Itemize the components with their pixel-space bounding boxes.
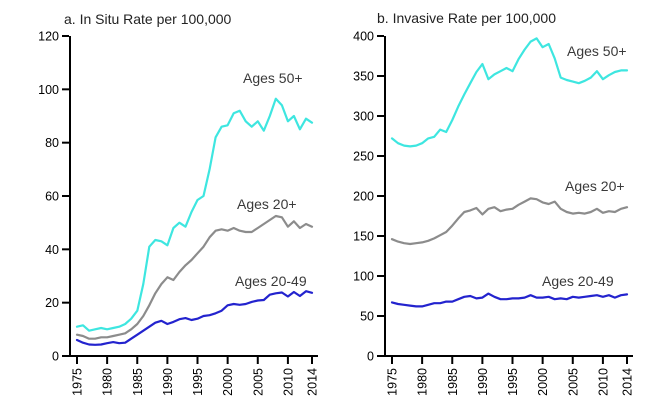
chart-b-label-ages-20plus: Ages 20+ bbox=[565, 178, 625, 194]
svg-text:120: 120 bbox=[38, 30, 59, 44]
chart-b-title: b. Invasive Rate per 100,000 bbox=[377, 10, 557, 26]
svg-text:1995: 1995 bbox=[191, 368, 205, 396]
svg-text:2000: 2000 bbox=[221, 368, 235, 396]
svg-text:1980: 1980 bbox=[101, 368, 115, 396]
svg-text:50: 50 bbox=[360, 310, 374, 324]
svg-text:200: 200 bbox=[353, 190, 374, 204]
svg-text:150: 150 bbox=[353, 230, 374, 244]
chart-b-label-ages-50plus: Ages 50+ bbox=[567, 43, 627, 59]
svg-text:100: 100 bbox=[38, 83, 59, 97]
svg-text:1995: 1995 bbox=[506, 368, 520, 396]
svg-text:60: 60 bbox=[45, 190, 59, 204]
svg-text:1975: 1975 bbox=[386, 368, 400, 396]
svg-text:1985: 1985 bbox=[131, 368, 145, 396]
svg-text:1985: 1985 bbox=[446, 368, 460, 396]
chart-a-in-situ-plot: 0 20 40 60 80 100 120 1975 1980 1985 1990 1995 2000 2… bbox=[38, 30, 320, 396]
svg-text:350: 350 bbox=[353, 70, 374, 84]
svg-text:80: 80 bbox=[45, 136, 59, 150]
svg-text:250: 250 bbox=[353, 150, 374, 164]
svg-text:300: 300 bbox=[353, 110, 374, 124]
svg-text:40: 40 bbox=[45, 243, 59, 257]
chart-b-label-ages-20-49: Ages 20-49 bbox=[542, 273, 614, 289]
svg-text:1990: 1990 bbox=[161, 368, 175, 396]
svg-text:1980: 1980 bbox=[416, 368, 430, 396]
svg-text:2010: 2010 bbox=[281, 368, 295, 396]
chart-b-invasive-plot: 0 50 100 150 200 250 300 350 400 1975 1980 1985 1990… bbox=[353, 30, 635, 396]
chart-a-label-ages-20-49: Ages 20-49 bbox=[235, 273, 307, 289]
chart-a-label-ages-50plus: Ages 50+ bbox=[243, 70, 303, 86]
svg-text:2014: 2014 bbox=[621, 368, 635, 396]
svg-text:1990: 1990 bbox=[476, 368, 490, 396]
svg-text:2010: 2010 bbox=[596, 368, 610, 396]
svg-text:2005: 2005 bbox=[251, 368, 265, 396]
svg-text:1975: 1975 bbox=[71, 368, 85, 396]
svg-text:20: 20 bbox=[45, 296, 59, 310]
svg-text:2014: 2014 bbox=[306, 368, 320, 396]
chart-a-label-ages-20plus: Ages 20+ bbox=[237, 196, 297, 212]
svg-text:0: 0 bbox=[367, 350, 374, 364]
svg-text:100: 100 bbox=[353, 270, 374, 284]
svg-text:2000: 2000 bbox=[536, 368, 550, 396]
svg-text:400: 400 bbox=[353, 30, 374, 44]
svg-text:0: 0 bbox=[52, 350, 59, 364]
chart-a-title: a. In Situ Rate per 100,000 bbox=[64, 11, 232, 27]
svg-text:2005: 2005 bbox=[566, 368, 580, 396]
